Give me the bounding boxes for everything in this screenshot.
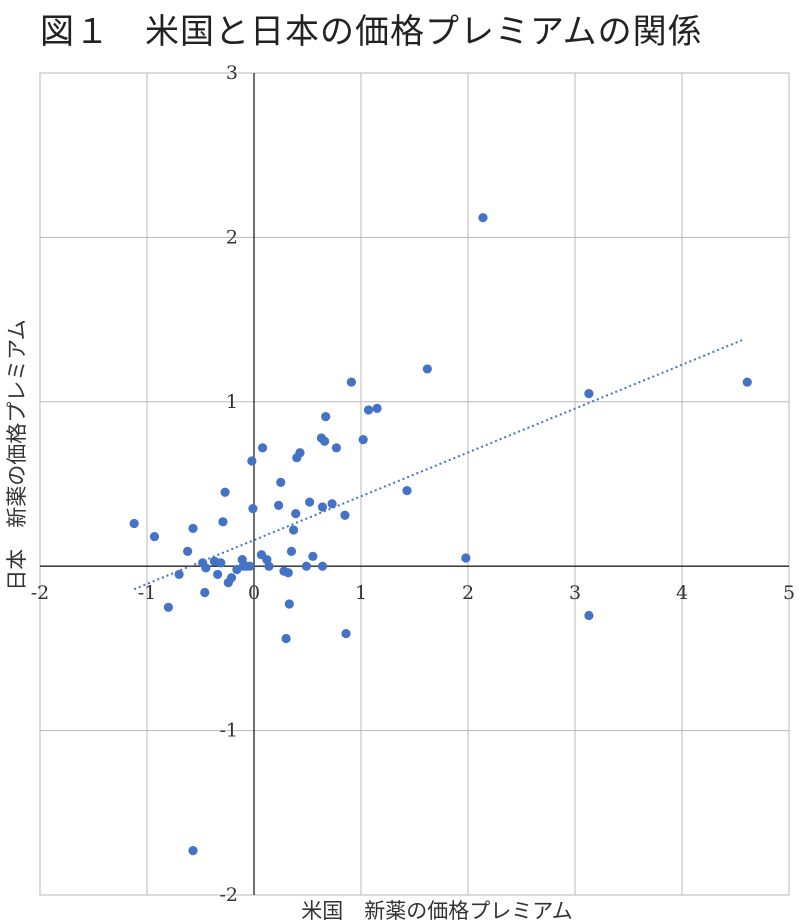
x-tick-label: 3 bbox=[569, 582, 581, 604]
data-point bbox=[174, 569, 184, 580]
axes bbox=[40, 73, 789, 895]
y-axis-label: 日本 新薬の価格プレミアム bbox=[5, 319, 29, 591]
data-point bbox=[346, 377, 356, 387]
data-point bbox=[264, 561, 274, 571]
x-tick-label: 4 bbox=[676, 582, 688, 604]
data-point bbox=[372, 403, 382, 413]
chart-title: 図１ 米国と日本の価格プレミアムの関係 bbox=[40, 12, 703, 52]
data-point bbox=[247, 456, 257, 466]
data-point bbox=[742, 377, 752, 387]
data-point bbox=[327, 499, 337, 509]
data-point bbox=[363, 405, 374, 415]
data-point bbox=[248, 504, 258, 514]
data-point bbox=[276, 477, 286, 487]
data-point bbox=[188, 523, 198, 533]
data-point bbox=[321, 411, 331, 422]
x-tick-label: 2 bbox=[462, 582, 474, 604]
data-point bbox=[274, 500, 284, 510]
data-point bbox=[200, 587, 210, 598]
x-tick-label: 0 bbox=[248, 582, 260, 604]
y-tick-label: 1 bbox=[226, 391, 238, 413]
data-point bbox=[308, 551, 318, 561]
y-tick-label: 2 bbox=[226, 226, 238, 248]
data-point bbox=[402, 485, 412, 496]
y-tick-label: -1 bbox=[219, 720, 238, 742]
data-point bbox=[422, 364, 432, 374]
data-point bbox=[218, 517, 228, 527]
data-point bbox=[281, 633, 291, 644]
data-point bbox=[358, 435, 368, 445]
data-point bbox=[220, 487, 230, 497]
data-point bbox=[216, 558, 226, 568]
data-point bbox=[331, 443, 341, 453]
points-group bbox=[129, 213, 752, 856]
x-tick-labels: -2 -1 0 1 2 3 4 5 bbox=[31, 582, 795, 604]
data-point bbox=[584, 388, 594, 399]
data-point bbox=[317, 561, 328, 571]
x-tick-label: 1 bbox=[355, 582, 367, 604]
trendline bbox=[133, 338, 745, 591]
plot-frame bbox=[39, 72, 790, 896]
data-point bbox=[478, 213, 488, 223]
data-point bbox=[320, 436, 330, 446]
data-point bbox=[341, 629, 351, 639]
data-point bbox=[183, 546, 193, 557]
data-point bbox=[584, 610, 594, 621]
data-point bbox=[226, 573, 237, 583]
data-point bbox=[188, 846, 198, 856]
y-tick-label: 3 bbox=[226, 62, 238, 84]
data-point bbox=[317, 502, 328, 512]
x-tick-label: -1 bbox=[138, 582, 157, 604]
data-point bbox=[284, 599, 294, 609]
data-point bbox=[129, 518, 139, 529]
data-point bbox=[286, 546, 297, 557]
trendline-group bbox=[133, 338, 745, 591]
data-point bbox=[163, 602, 173, 612]
grid bbox=[39, 72, 790, 896]
data-point bbox=[291, 508, 301, 519]
data-point bbox=[295, 448, 305, 458]
x-axis-label: 米国 新薬の価格プレミアム bbox=[301, 899, 573, 923]
data-point bbox=[461, 553, 471, 563]
data-point bbox=[149, 532, 160, 542]
data-point bbox=[283, 568, 293, 578]
data-point bbox=[288, 525, 299, 535]
data-point bbox=[305, 497, 315, 507]
y-tick-labels: 3 2 1 -1 -2 bbox=[219, 62, 238, 906]
data-point bbox=[301, 561, 312, 571]
x-tick-label: 5 bbox=[783, 582, 795, 604]
x-tick-label: -2 bbox=[31, 582, 50, 604]
data-point bbox=[257, 443, 268, 453]
data-point bbox=[245, 561, 255, 571]
y-tick-label: -2 bbox=[219, 884, 238, 906]
data-point bbox=[213, 569, 223, 580]
data-point bbox=[340, 510, 350, 520]
data-point bbox=[201, 563, 211, 573]
